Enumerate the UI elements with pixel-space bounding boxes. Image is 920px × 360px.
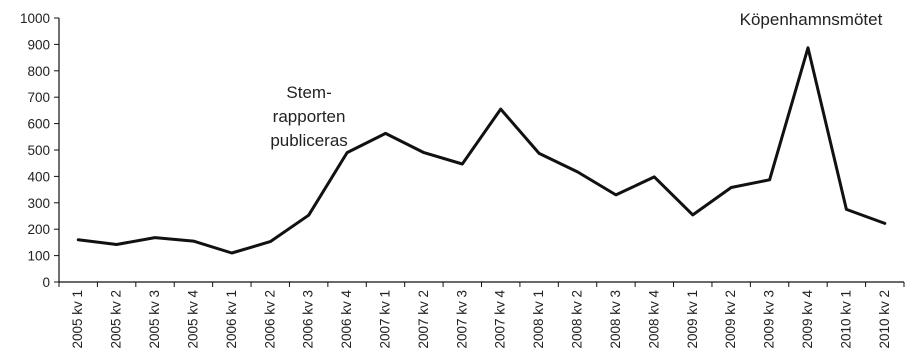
x-tick-label: 2010 kv 1 [838, 290, 853, 349]
annotation-line: Stem- [286, 83, 331, 102]
y-tick-label: 300 [27, 196, 50, 211]
x-tick-label: 2007 kv 2 [416, 290, 431, 349]
y-tick-label: 800 [27, 64, 50, 79]
x-tick-label: 2007 kv 4 [493, 290, 508, 349]
y-tick-label: 100 [27, 249, 50, 264]
x-tick-label: 2008 kv 1 [531, 290, 546, 349]
y-tick-label: 400 [27, 169, 50, 184]
series-line [76, 46, 887, 255]
x-tick-label: 2010 kv 2 [877, 290, 892, 349]
x-tick-label: 2008 kv 3 [608, 290, 623, 349]
x-tick-label: 2006 kv 1 [224, 290, 239, 349]
annotation-line: Köpenhamnsmötet [740, 10, 883, 29]
x-axis: 2005 kv 1 2005 kv 2 2005 kv 3 2005 kv 4 2006… [58, 281, 905, 349]
x-tick-label: 2009 kv 3 [762, 290, 777, 349]
y-axis: 0 100 200 300 400 500 600 700 800 900 1000 [20, 11, 60, 290]
x-tick-label: 2009 kv 2 [723, 290, 738, 349]
series-layer [76, 46, 887, 255]
y-tick-label: 600 [27, 117, 50, 132]
x-tick-label: 2005 kv 4 [185, 290, 200, 349]
x-tick-label: 2007 kv 3 [454, 290, 469, 349]
annotation-kopenhamnsmotet: Köpenhamnsmötet [740, 10, 883, 29]
y-tick-label: 900 [27, 37, 50, 52]
x-tick-label: 2007 kv 1 [377, 290, 392, 349]
x-tick-label: 2009 kv 4 [800, 290, 815, 349]
x-tick-label: 2005 kv 3 [147, 290, 162, 349]
x-tick-label: 2005 kv 1 [70, 290, 85, 349]
y-tick-label: 500 [27, 143, 50, 158]
x-tick-label: 2009 kv 1 [685, 290, 700, 349]
x-tick-label: 2008 kv 2 [570, 290, 585, 349]
annotation-layer: Stem-rapporten publiceras Köpenhamnsmötet [270, 10, 882, 150]
y-tick-label: 0 [42, 275, 50, 290]
x-tick-label: 2006 kv 4 [339, 290, 354, 349]
y-tick-label: 700 [27, 90, 50, 105]
y-tick-label: 200 [27, 222, 50, 237]
annotation-line: publiceras [270, 131, 348, 150]
annotation-stem-rapporten: Stem-rapporten publiceras [270, 83, 348, 150]
x-tick-label: 2006 kv 3 [301, 290, 316, 349]
annotation-line: rapporten [273, 107, 346, 126]
y-tick-label: 1000 [20, 11, 50, 26]
x-tick-label: 2006 kv 2 [262, 290, 277, 349]
x-tick-label: 2005 kv 2 [109, 290, 124, 349]
x-tick-label: 2008 kv 4 [646, 290, 661, 349]
